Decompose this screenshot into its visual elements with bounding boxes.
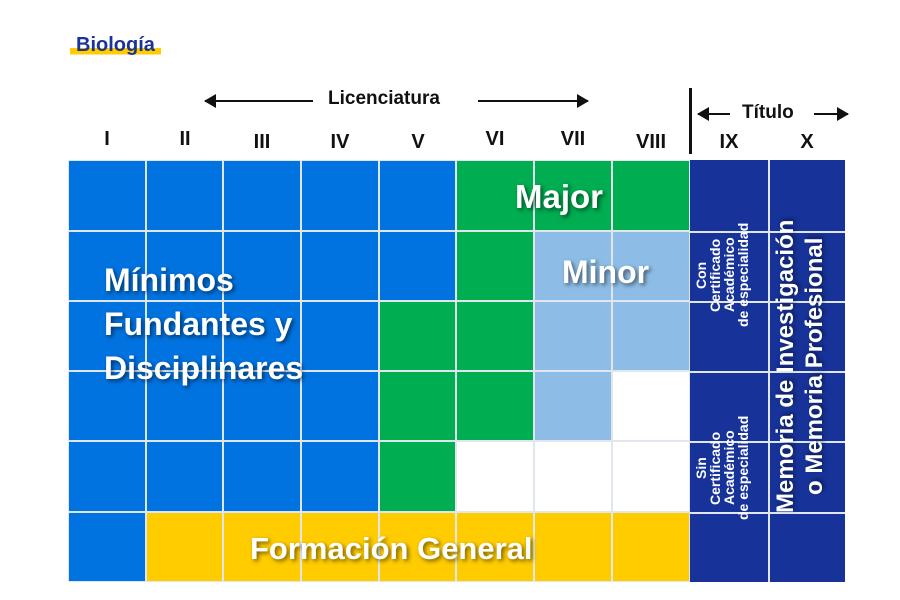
grid-cell-blue [146, 371, 223, 441]
grid-cell-blue [301, 371, 379, 441]
grid-cell-blue [68, 160, 146, 231]
grid-cell-blue [379, 160, 456, 231]
text-line: de especialidad [735, 222, 751, 328]
grid-cell-blue [379, 231, 456, 301]
grid-cell-white [612, 371, 690, 441]
grid-cell-green [379, 301, 456, 371]
grid-cell-yellow [612, 512, 690, 582]
grid-cell-white [456, 441, 534, 512]
sin-certificado-label: Sin Certificado Académico de especialida… [693, 398, 751, 538]
divider [689, 88, 692, 154]
grid-line [690, 301, 845, 303]
left-arrow-icon [697, 107, 730, 121]
grid-cell-green [456, 231, 534, 301]
text-line: de especialidad [735, 415, 751, 521]
grid-cell-light-blue [612, 301, 690, 371]
grid-cell-green [379, 371, 456, 441]
grid-cell-yellow [146, 512, 223, 582]
major-label: Major [515, 178, 604, 215]
semester-III: III [253, 131, 271, 153]
semester-I: I [104, 128, 110, 150]
grid-cell-blue [223, 371, 301, 441]
minimos-label: Mínimos Fundantes y Disciplinares [104, 258, 303, 390]
grid-cell-green [456, 371, 534, 441]
grid-cell-yellow [379, 512, 456, 582]
grid-cell-blue [146, 231, 223, 301]
grid-cell-yellow [456, 512, 534, 582]
grid-cell-blue [301, 160, 379, 231]
semester-IV: IV [330, 131, 350, 153]
grid-line [690, 441, 845, 443]
grid-cell-blue [223, 160, 301, 231]
semester-V: V [411, 131, 425, 153]
con-certificado-label: Con Certificado Académico de especialida… [693, 200, 751, 350]
memoria-label: Memoria de Investigación o Memoria Profe… [772, 180, 830, 552]
grid-cell-blue [301, 441, 379, 512]
grid-cell-blue [146, 441, 223, 512]
semester-II: II [179, 128, 191, 150]
grid-cell-blue [68, 512, 146, 582]
text-line: Memoria de Investigación [772, 219, 799, 513]
semester-IX: IX [719, 131, 739, 153]
grid-cell-blue [301, 301, 379, 371]
semester-VIII: VIII [635, 131, 666, 153]
grid-cell-blue [223, 301, 301, 371]
formacion-general-label: Formación General [250, 531, 533, 566]
minimos-line: Fundantes y [104, 306, 293, 342]
grid-cell-white [534, 441, 612, 512]
text-line: o Memoria Profesional [800, 237, 828, 495]
grid-cell-green [612, 160, 690, 231]
grid-cell-blue [68, 441, 146, 512]
grid-cell-light-blue [612, 231, 690, 301]
grid-cell-blue [146, 160, 223, 231]
grid-cell-blue [68, 231, 146, 301]
grid-cell-blue [68, 371, 146, 441]
grid-cell-yellow [223, 512, 301, 582]
grid-line [690, 371, 845, 373]
grid-cell-yellow [534, 512, 612, 582]
semester-VII: VII [560, 128, 586, 150]
grid-cell-blue [223, 231, 301, 301]
left-arrow-icon [204, 94, 313, 108]
grid-cell-white [612, 441, 690, 512]
grid-cell-yellow [301, 512, 379, 582]
grid-cell-green [456, 160, 534, 231]
titulo-label: Título [742, 102, 794, 123]
grid-cell-light-blue [534, 371, 612, 441]
grid-cell-green [534, 160, 612, 231]
semester-VI: VI [485, 128, 505, 150]
minimos-line: Mínimos [104, 262, 234, 298]
semester-X: X [800, 131, 814, 153]
right-arrow-icon [478, 94, 589, 108]
grid-cell-blue [301, 231, 379, 301]
minimos-line: Disciplinares [104, 350, 304, 386]
grid-line [690, 512, 845, 514]
licenciatura-label: Licenciatura [328, 88, 440, 109]
grid-cell-blue [68, 301, 146, 371]
grid-line [690, 231, 845, 233]
grid-cell-light-blue [534, 301, 612, 371]
grid-cell-blue [146, 301, 223, 371]
grid-cell-green [456, 301, 534, 371]
minor-label: Minor [562, 254, 650, 290]
grid-cell-green [379, 441, 456, 512]
grid-cell-blue [223, 441, 301, 512]
page-title: Biología [70, 34, 161, 57]
right-arrow-icon [814, 107, 849, 121]
grid-cell-light-blue [534, 231, 612, 301]
